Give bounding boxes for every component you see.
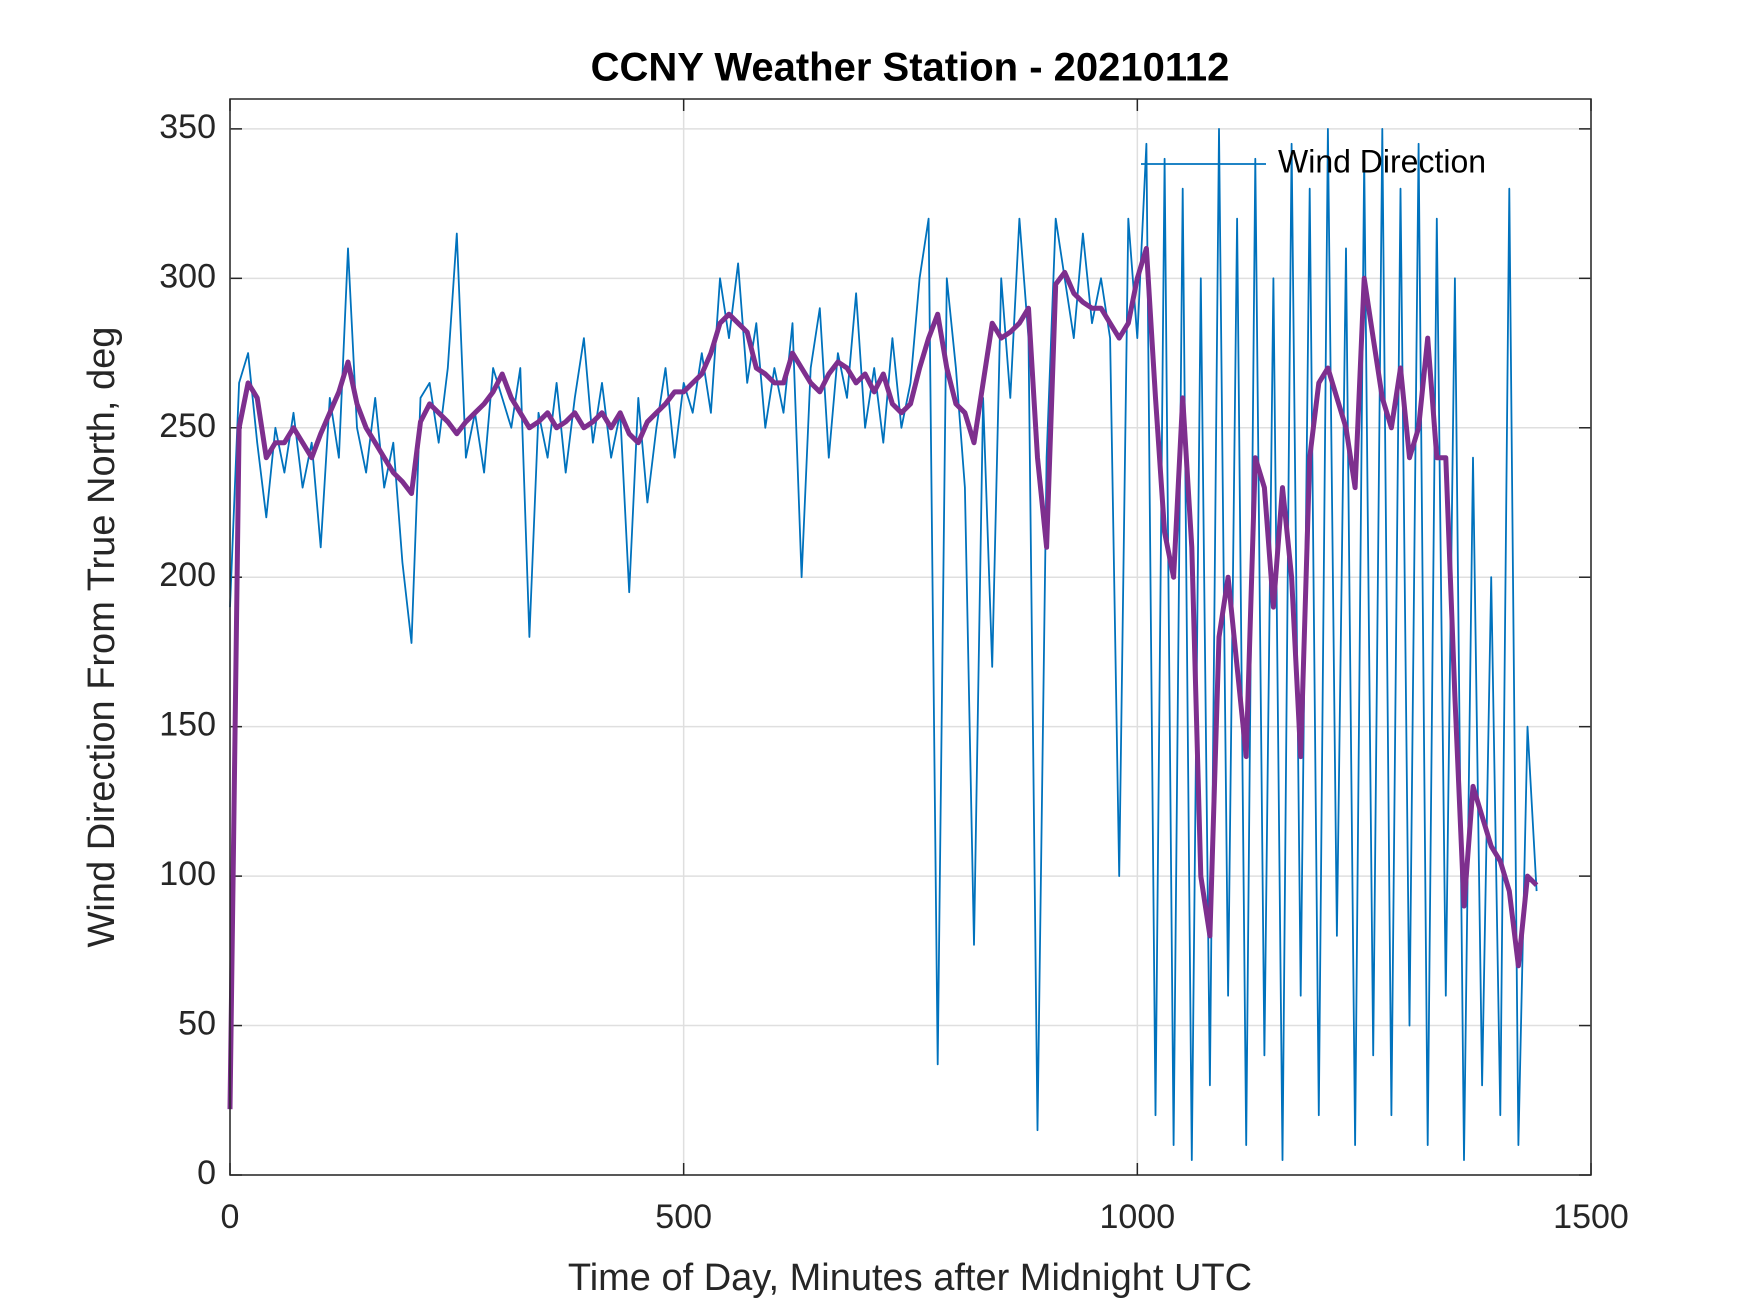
y-tick-label: 250: [159, 407, 216, 445]
y-tick-label: 100: [159, 855, 216, 893]
y-tick-label: 350: [159, 108, 216, 146]
x-tick-label: 1500: [1553, 1198, 1629, 1236]
y-tick-label: 0: [197, 1154, 216, 1192]
y-tick-label: 300: [159, 257, 216, 295]
x-tick-label: 0: [221, 1198, 240, 1236]
y-tick-label: 150: [159, 706, 216, 744]
chart-title: CCNY Weather Station - 20210112: [591, 46, 1230, 90]
data-line: [227, 245, 1539, 1110]
x-axis-title: Time of Day, Minutes after Midnight UTC: [568, 1257, 1252, 1299]
x-tick-label: 1000: [1100, 1198, 1176, 1236]
x-tick-label: 500: [655, 1198, 712, 1236]
data-line: [229, 128, 1538, 1161]
plot-frame: [229, 98, 1592, 1176]
y-axis-title: Wind Direction From True North, deg: [81, 327, 123, 948]
y-tick-label: 50: [178, 1005, 216, 1043]
y-tick-label: 200: [159, 556, 216, 594]
legend-label: Wind Direction: [1278, 143, 1486, 179]
